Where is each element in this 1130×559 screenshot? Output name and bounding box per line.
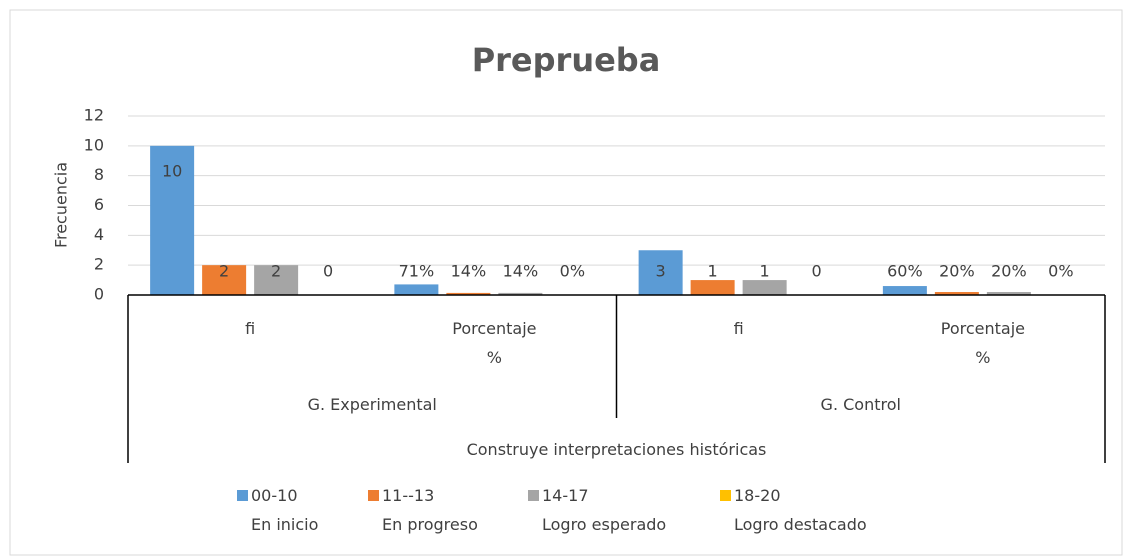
y-tick-label: 2 bbox=[94, 255, 104, 274]
bar bbox=[394, 284, 439, 295]
bar bbox=[882, 286, 927, 295]
data-label: 2 bbox=[219, 262, 229, 281]
chart-title: Preprueba bbox=[472, 41, 661, 79]
legend-swatch bbox=[528, 490, 539, 501]
data-label: 0% bbox=[560, 262, 585, 281]
data-label: 20% bbox=[939, 262, 975, 281]
x-tick-label: fi bbox=[245, 319, 256, 338]
y-tick-label: 4 bbox=[94, 225, 104, 244]
legend-swatch bbox=[368, 490, 379, 501]
data-label: 20% bbox=[991, 262, 1027, 281]
data-label: 71% bbox=[399, 262, 435, 281]
data-label: 1 bbox=[708, 262, 718, 281]
y-tick-label: 12 bbox=[84, 106, 104, 125]
data-label: 0 bbox=[323, 262, 333, 281]
group-label: G. Control bbox=[820, 395, 901, 414]
bar bbox=[254, 265, 299, 295]
bar bbox=[638, 250, 683, 295]
y-axis-title: Frecuencia bbox=[52, 162, 71, 248]
legend-label: 11--13 En progreso bbox=[382, 486, 478, 534]
bar bbox=[742, 280, 787, 295]
data-label: 14% bbox=[451, 262, 487, 281]
bar bbox=[446, 292, 491, 295]
data-label: 10 bbox=[162, 161, 182, 180]
chart-border bbox=[9, 9, 1123, 556]
data-label: 60% bbox=[887, 262, 923, 281]
legend-label: 18-20 Logro destacado bbox=[734, 486, 867, 534]
legend-label: 00-10 En inicio bbox=[251, 486, 319, 534]
bar bbox=[986, 292, 1031, 295]
data-label: 1 bbox=[760, 262, 770, 281]
y-tick-label: 8 bbox=[94, 165, 104, 184]
bar bbox=[498, 292, 543, 295]
bar bbox=[934, 292, 979, 295]
bar bbox=[150, 145, 195, 295]
y-tick-label: 10 bbox=[84, 135, 104, 154]
legend-label: 14-17 Logro esperado bbox=[542, 486, 667, 534]
legend-swatch bbox=[720, 490, 731, 501]
group-label: G. Experimental bbox=[307, 395, 437, 414]
data-label: 3 bbox=[656, 262, 666, 281]
x-tick-label: fi bbox=[733, 319, 744, 338]
bar bbox=[690, 280, 735, 295]
data-label: 2 bbox=[271, 262, 281, 281]
y-tick-label: 6 bbox=[94, 195, 104, 214]
legend-swatch bbox=[237, 490, 248, 501]
data-label: 0 bbox=[812, 262, 822, 281]
x-tick-label: Porcentaje % bbox=[452, 319, 537, 367]
bar bbox=[202, 265, 247, 295]
data-label: 14% bbox=[503, 262, 539, 281]
x-tick-label: Porcentaje % bbox=[940, 319, 1025, 367]
data-label: 0% bbox=[1048, 262, 1073, 281]
y-tick-label: 0 bbox=[94, 285, 104, 304]
super-group-label: Construye interpretaciones históricas bbox=[466, 440, 767, 459]
